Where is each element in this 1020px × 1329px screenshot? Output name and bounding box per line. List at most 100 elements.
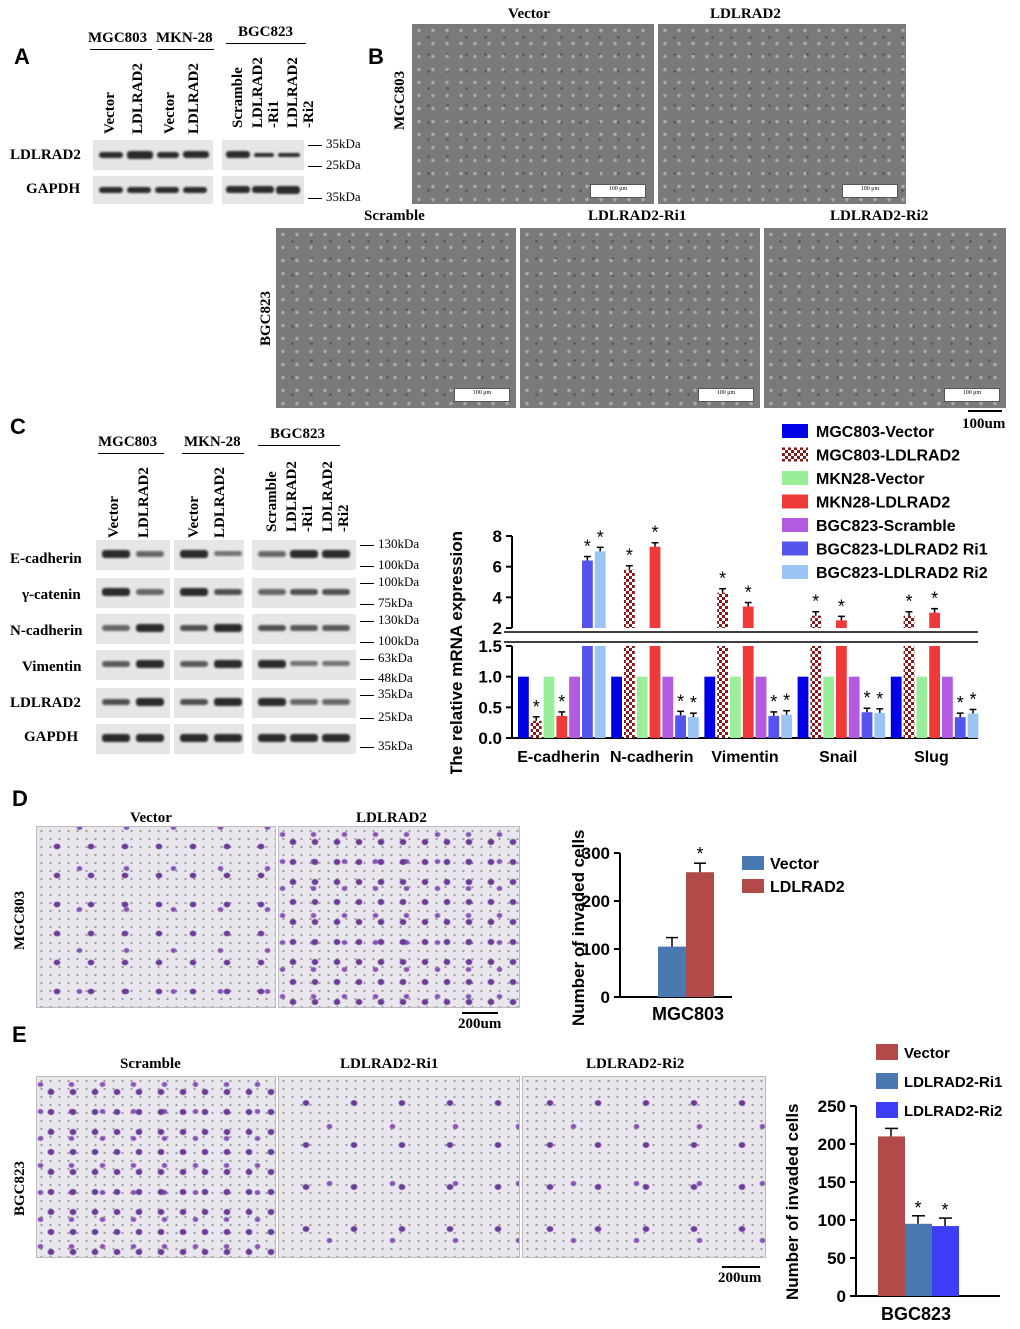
- blot-strip: [96, 688, 170, 718]
- panel-c-group-bgc823: BGC823: [270, 426, 326, 442]
- y-tick-label: 50: [827, 1249, 846, 1268]
- y-axis-label: Number of invaded cells: [783, 1104, 802, 1301]
- y-tick-label: 1.5: [478, 637, 502, 656]
- bar: [518, 676, 529, 738]
- bar: [861, 712, 873, 738]
- bar: [556, 715, 568, 738]
- significance-star: *: [533, 697, 540, 717]
- blot-strip: [174, 724, 244, 754]
- blot-band: [214, 660, 242, 668]
- legend-label: LDLRAD2: [770, 879, 845, 896]
- bar: [624, 569, 635, 628]
- panel-a-label: A: [14, 44, 30, 69]
- panel-e-label: E: [12, 1022, 27, 1047]
- bar: [954, 717, 966, 738]
- micrograph-bgc823-scramble: 100 μm: [276, 228, 516, 408]
- bar: [611, 676, 622, 738]
- blot-band: [214, 588, 242, 596]
- y-tick-label: 0.0: [478, 729, 502, 748]
- significance-star: *: [677, 691, 684, 711]
- bar: [810, 646, 822, 738]
- panel-c-row-vimentin: Vimentin: [22, 659, 82, 675]
- panel-a-lane-2: LDLRAD2: [130, 63, 146, 134]
- bar: [649, 546, 661, 628]
- panel-c-row-gcatenin: γ-catenin: [22, 587, 81, 603]
- bar: [649, 646, 661, 738]
- panel-b-title-scramble: Scramble: [364, 208, 425, 224]
- panel-c-label: C: [10, 414, 26, 439]
- panel-d-row-mgc803: MGC803: [12, 890, 28, 950]
- legend-label: MGC803-Vector: [816, 424, 934, 441]
- blot-band: [102, 588, 130, 596]
- scale-bar: 100 μm: [944, 388, 1000, 402]
- panel-c-marker-5: 130kDa: [360, 612, 419, 628]
- panel-b-title-ldlrad2: LDLRAD2: [710, 6, 781, 22]
- blot-band: [290, 661, 318, 667]
- transwell-bgc823-scramble: [36, 1076, 276, 1258]
- scale-bar: 100 μm: [590, 184, 646, 198]
- panel-c-lane-2: LDLRAD2: [136, 467, 152, 538]
- significance-star: *: [838, 596, 845, 616]
- legend-label: Vector: [770, 856, 819, 873]
- bar: [530, 720, 542, 738]
- blot-band: [136, 698, 164, 706]
- x-tick-label: Snail: [819, 749, 857, 766]
- y-tick-label: 150: [818, 1173, 846, 1192]
- blot-band: [290, 734, 318, 742]
- transwell-mgc803-ldlrad2: [278, 826, 520, 1008]
- panel-d-title-vector: Vector: [130, 810, 172, 826]
- blot-band: [214, 624, 242, 632]
- blot-strip: [252, 614, 356, 644]
- panel-b-label: B: [368, 44, 384, 69]
- panel-d-title-ldlrad2: LDLRAD2: [356, 810, 427, 826]
- blot-band: [136, 551, 164, 557]
- scale-bar: 100 μm: [842, 184, 898, 198]
- significance-star: *: [584, 537, 591, 557]
- blot-band: [322, 550, 350, 558]
- panel-c-group-mkn28: MKN-28: [184, 434, 241, 450]
- blot-band: [214, 698, 242, 706]
- bar: [967, 713, 979, 738]
- panel-c-marker-3: 100kDa: [360, 574, 419, 590]
- significance-star: *: [745, 583, 752, 603]
- legend-label: BGC823-LDLRAD2 Ri2: [816, 565, 988, 582]
- y-tick-label: 4: [493, 588, 503, 607]
- y-tick-label: 6: [493, 558, 502, 577]
- transwell-mgc803-vector: [36, 826, 276, 1008]
- blot-band: [322, 734, 350, 742]
- blot-band: [136, 624, 164, 632]
- invaded-cells-chart-bgc823: 0 50 100 150 200 250 Number of invaded cells Ve…: [783, 1044, 1002, 1324]
- bar: [717, 592, 728, 628]
- significance-star: *: [690, 693, 697, 713]
- bar: [717, 646, 728, 738]
- blot-band: [180, 624, 208, 632]
- panel-d-label: D: [12, 786, 28, 811]
- significance-star: *: [626, 546, 633, 566]
- bar: [594, 551, 606, 628]
- y-tick-label: 100: [818, 1211, 846, 1230]
- panel-c-lane-1: Vector: [106, 496, 122, 538]
- micrograph-bgc823-ri1: 100 μm: [520, 228, 760, 408]
- bar: [903, 615, 915, 628]
- blot-strip: [252, 650, 356, 680]
- significance-star: *: [558, 692, 565, 712]
- significance-star: *: [863, 688, 870, 708]
- micrograph-mgc803-vector: 100 μm: [412, 24, 654, 204]
- panel-a-row-gapdh: GAPDH: [26, 181, 81, 197]
- bar: [636, 676, 648, 738]
- blot-strip: [252, 688, 356, 718]
- bar: [742, 646, 754, 738]
- blot-band: [102, 698, 130, 706]
- mrna-expression-chart: 0.0 0.5 1.0 1.52 4 6 8 The relative mRNA expres…: [447, 424, 988, 774]
- y-tick-label: 0: [837, 1287, 846, 1306]
- blot-strip: [174, 578, 244, 608]
- panel-c-marker-9: 35kDa: [360, 686, 413, 702]
- legend-swatch: [782, 494, 808, 509]
- panel-e-title-ri2: LDLRAD2-Ri2: [586, 1056, 685, 1072]
- x-tick-label: E-cadherin: [517, 749, 600, 766]
- significance-star: *: [770, 692, 777, 712]
- legend-swatch: [742, 856, 764, 870]
- blot-band: [102, 734, 130, 742]
- significance-star: *: [941, 1200, 948, 1220]
- blot-band: [180, 734, 208, 742]
